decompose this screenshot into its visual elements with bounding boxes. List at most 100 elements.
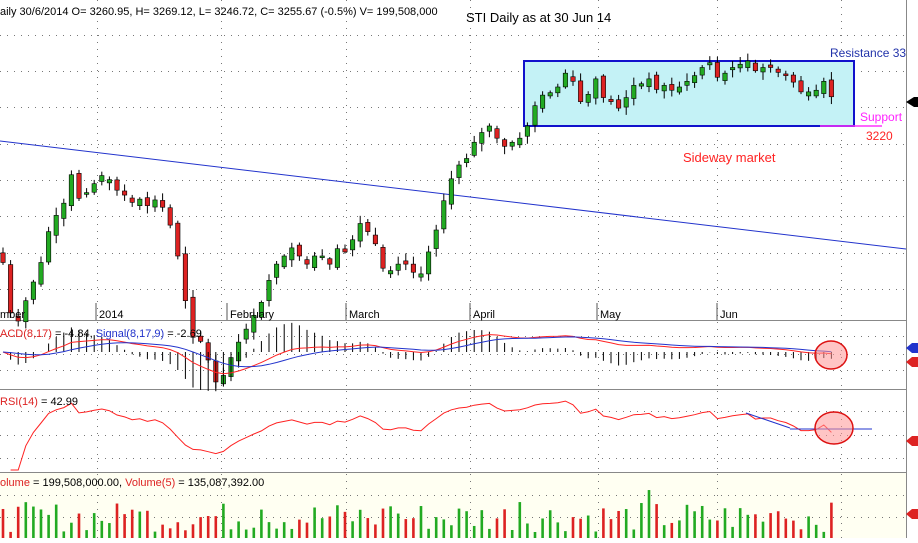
volume-bar xyxy=(526,523,529,538)
candle-body xyxy=(175,222,181,257)
volume-bar xyxy=(320,518,324,538)
volume-bar xyxy=(412,518,415,538)
candle-body xyxy=(198,335,204,342)
support-value-label: 3220 xyxy=(866,129,893,143)
candle-body xyxy=(623,97,629,108)
candle-body xyxy=(289,247,295,261)
candle-body xyxy=(813,89,819,97)
candle-body xyxy=(243,328,249,340)
volume-bar xyxy=(168,528,172,538)
volume-bar xyxy=(85,530,88,538)
candle-body xyxy=(91,183,97,193)
volume-bar xyxy=(130,509,134,538)
candle-body xyxy=(357,223,363,242)
candle-body xyxy=(30,281,36,300)
volume-bar xyxy=(655,504,658,538)
candle-body xyxy=(790,74,796,83)
volume-bar xyxy=(465,511,468,538)
candle-body xyxy=(502,139,508,147)
volume-bar xyxy=(640,503,643,538)
candles xyxy=(0,53,834,389)
volume-bar xyxy=(366,518,370,538)
volume-bar xyxy=(548,510,552,538)
candle-body xyxy=(68,174,74,207)
candle-body xyxy=(258,302,264,318)
candle-body xyxy=(494,128,500,139)
macd-lines xyxy=(2,322,832,392)
volume-bar xyxy=(708,519,712,538)
candle-body xyxy=(737,63,743,69)
volume-bar xyxy=(336,505,339,538)
candle-body xyxy=(585,94,591,103)
rsi-highlight-circle xyxy=(814,411,854,445)
candle-body xyxy=(646,78,652,88)
candle-body xyxy=(441,200,447,230)
candle-body xyxy=(15,315,21,322)
candle-body xyxy=(783,73,789,76)
volume-bar xyxy=(313,507,316,538)
candle-body xyxy=(532,105,538,126)
candle-body xyxy=(106,179,112,184)
volume-bar xyxy=(305,522,309,538)
x-tick-label: 2014 xyxy=(99,309,123,321)
volume-bar xyxy=(814,524,818,538)
volume-bar xyxy=(807,516,810,538)
volume-bar xyxy=(586,515,590,538)
candle-body xyxy=(464,158,470,164)
volume-bar xyxy=(472,525,476,538)
candle-body xyxy=(296,244,302,257)
volume-bar xyxy=(700,505,704,538)
volume-bar xyxy=(564,531,567,538)
volume-bar xyxy=(115,503,119,538)
volume-bar xyxy=(830,502,833,538)
candle-body xyxy=(274,263,280,278)
candle-body xyxy=(752,62,758,72)
volume-bar xyxy=(738,508,742,538)
candle-body xyxy=(334,248,340,268)
volume-bar xyxy=(62,531,66,538)
volume-bar xyxy=(761,521,765,538)
candle-body xyxy=(182,253,188,301)
volume-bar xyxy=(594,531,598,538)
volume-bar xyxy=(784,518,788,538)
volume-bar xyxy=(632,529,636,538)
volume-bar xyxy=(617,510,620,538)
grid xyxy=(0,0,906,538)
candle-body xyxy=(517,137,523,146)
rsi-marker xyxy=(906,436,918,446)
volume-bar xyxy=(670,522,674,538)
volume-bar xyxy=(199,517,202,538)
candle-body xyxy=(524,125,530,137)
candle-body xyxy=(600,75,606,98)
candle-body xyxy=(471,141,477,156)
candle-body xyxy=(99,175,105,182)
volume-bar xyxy=(396,513,400,538)
volume-header: olume = 199,508,000.00, Volume(5) = 135,… xyxy=(0,477,264,489)
chart-title: STI Daily as at 30 Jun 14 xyxy=(466,10,611,25)
candle-body xyxy=(608,99,614,102)
volume-marker xyxy=(906,509,918,519)
volume-bar xyxy=(260,509,263,538)
volume-bar xyxy=(541,518,544,538)
volume-bar xyxy=(518,502,522,538)
candle-body xyxy=(312,255,318,268)
resistance-label: Resistance 33 xyxy=(830,46,906,60)
volume-bar xyxy=(290,528,294,538)
volume-bar xyxy=(442,519,446,538)
candle-body xyxy=(760,67,766,73)
candle-body xyxy=(555,86,561,94)
candle-body xyxy=(61,202,67,219)
volume-bar xyxy=(404,519,408,538)
candle-body xyxy=(167,207,173,226)
macd-highlight-circle xyxy=(814,340,848,370)
candle-body xyxy=(23,300,29,323)
volume-bar xyxy=(184,530,187,538)
volume-bar xyxy=(776,511,780,538)
volume-bar xyxy=(108,523,111,538)
candle-body xyxy=(8,264,14,314)
candle-body xyxy=(798,80,804,93)
volume-bar xyxy=(510,529,514,538)
volume-bar xyxy=(419,506,423,538)
candle-body xyxy=(0,252,6,263)
